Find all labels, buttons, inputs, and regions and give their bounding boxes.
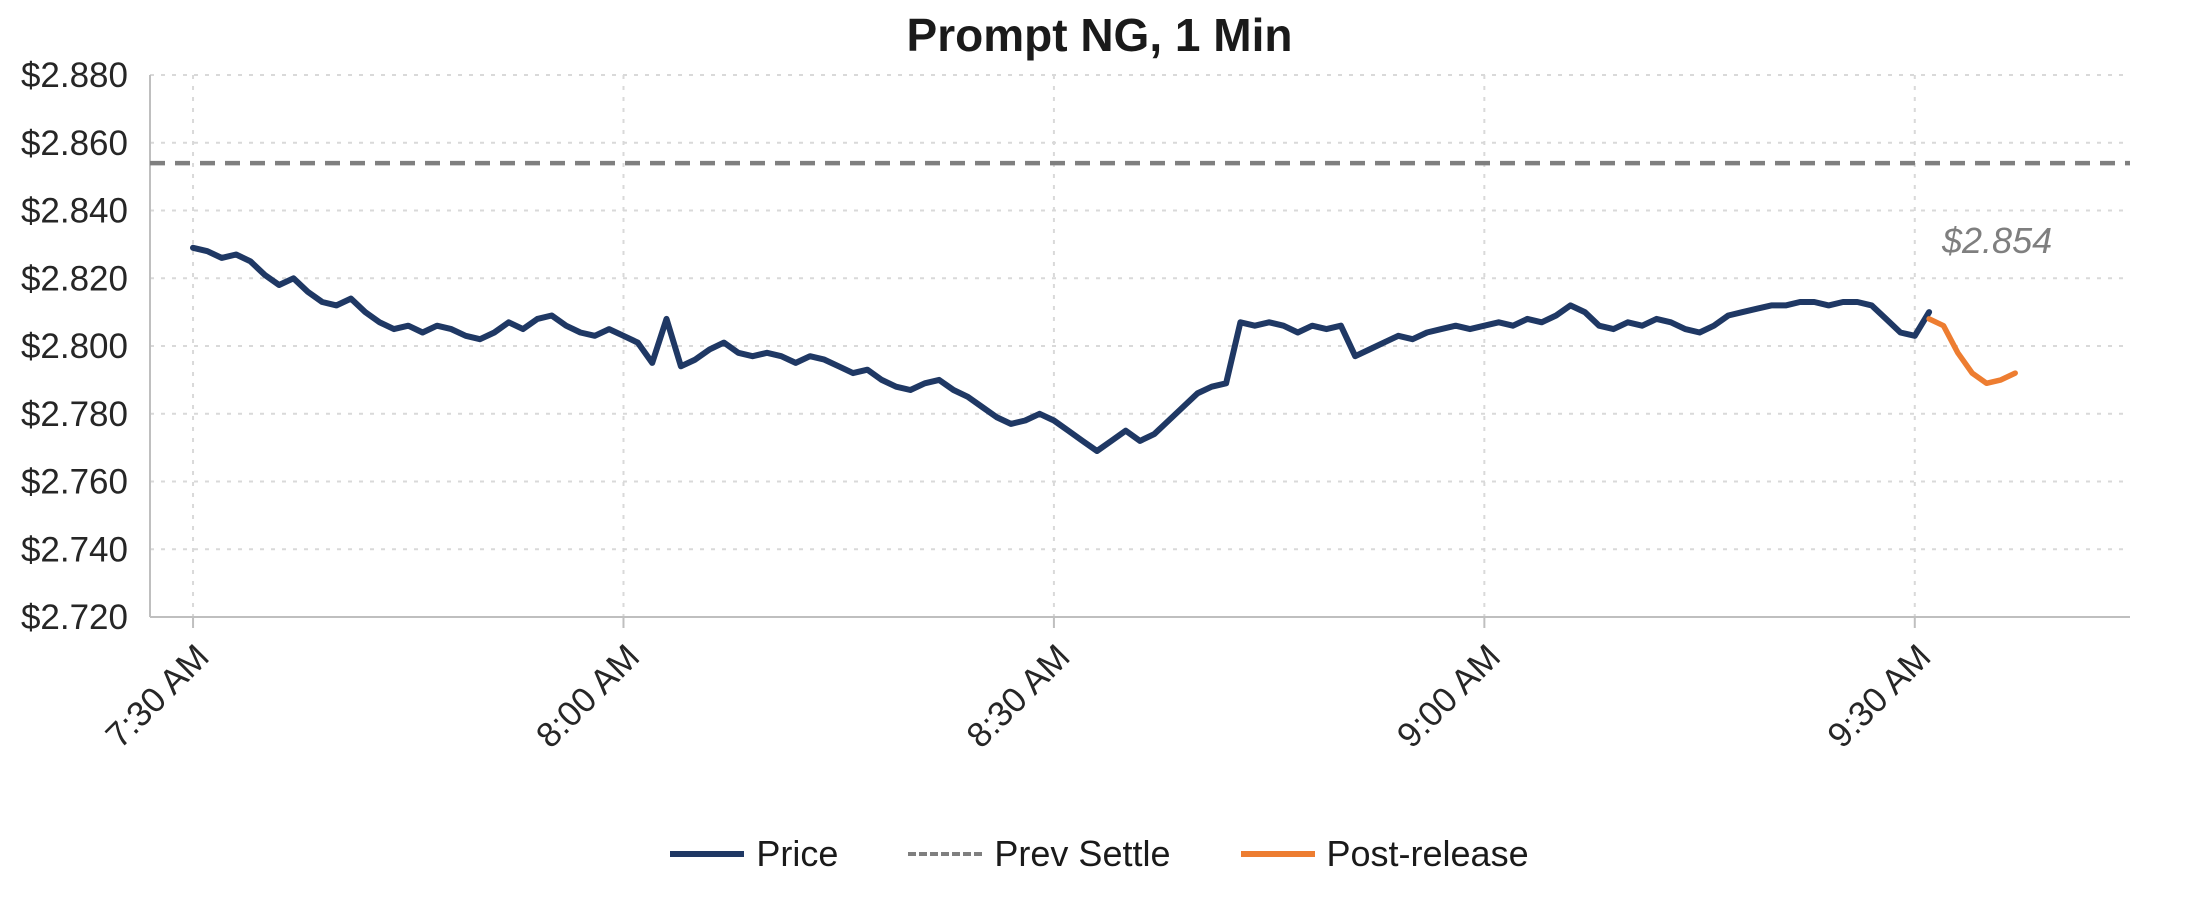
price-line-swatch — [670, 851, 745, 857]
legend-item-prev-settle: Prev Settle — [908, 833, 1171, 875]
x-tick-label: 7:30 AM — [98, 637, 216, 755]
x-tick-label: 8:00 AM — [529, 637, 647, 755]
y-tick-label: $2.740 — [21, 530, 128, 569]
y-tick-label: $2.780 — [21, 395, 128, 434]
prev-settle-annotation: $2.854 — [1942, 220, 2053, 261]
legend-label-prev-settle: Prev Settle — [994, 833, 1171, 874]
x-tick-label: 9:30 AM — [1820, 637, 1938, 755]
x-tick-label: 9:00 AM — [1390, 637, 1508, 755]
x-tick-label: 8:30 AM — [959, 637, 1077, 755]
y-tick-label: $2.840 — [21, 192, 128, 231]
y-tick-label: $2.820 — [21, 259, 128, 298]
legend-item-post-release: Post-release — [1240, 833, 1529, 875]
post-release-line — [1926, 316, 2018, 387]
chart-title: Prompt NG, 1 Min — [906, 9, 1293, 61]
chart-legend: Price Prev Settle Post-release — [0, 833, 2199, 875]
y-tick-label: $2.860 — [21, 124, 128, 163]
legend-item-price: Price — [670, 833, 838, 875]
y-tick-label: $2.800 — [21, 327, 128, 366]
prev-settle-line-swatch — [908, 852, 983, 856]
legend-label-post-release: Post-release — [1326, 833, 1529, 874]
price-line — [190, 244, 1933, 454]
legend-label-price: Price — [756, 833, 839, 874]
y-tick-label: $2.760 — [21, 463, 128, 502]
y-tick-label: $2.880 — [21, 56, 128, 95]
post-release-line-swatch — [1240, 851, 1315, 857]
y-tick-label: $2.720 — [21, 598, 128, 637]
